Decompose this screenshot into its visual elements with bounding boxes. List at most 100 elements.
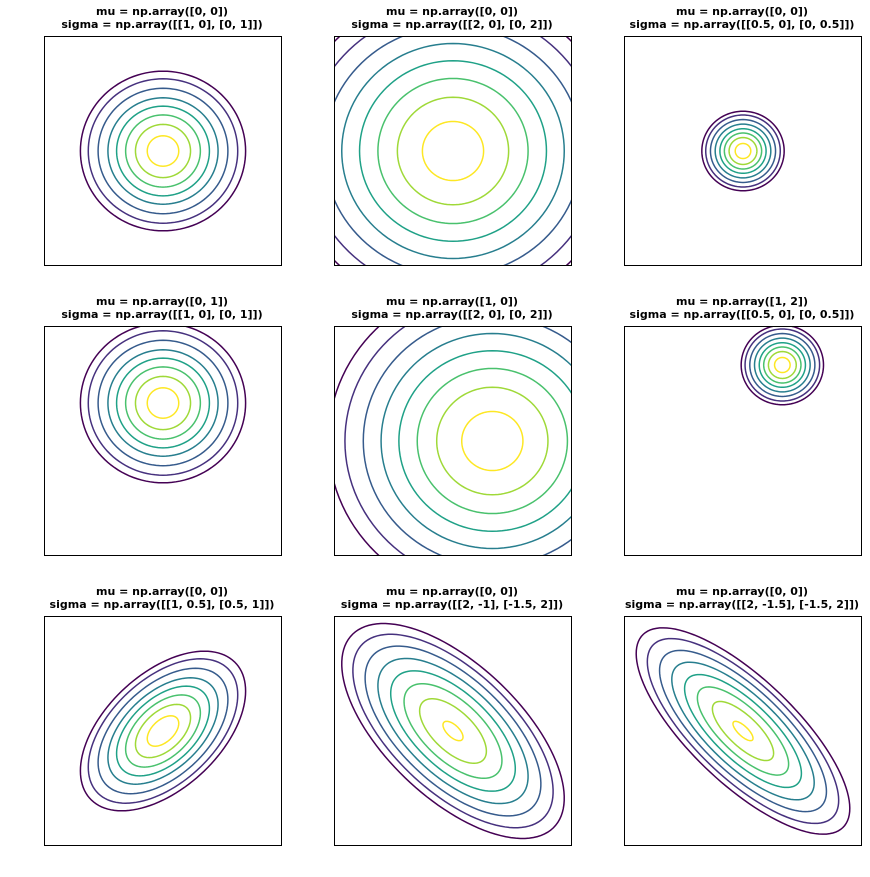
y-tick-mark	[334, 517, 335, 518]
x-tick-mark	[821, 265, 822, 266]
contour-level	[80, 651, 245, 811]
contour-level	[420, 699, 487, 763]
x-tick-mark	[335, 265, 336, 266]
plot-area: -3-2-10123-2-1012	[624, 326, 862, 556]
y-tick-mark	[44, 403, 45, 404]
x-tick-mark	[241, 845, 242, 846]
x-tick-mark	[335, 845, 336, 846]
x-tick-mark	[453, 555, 454, 556]
contour-level	[764, 347, 801, 383]
contour-level	[715, 124, 771, 178]
contour-level	[135, 376, 190, 429]
title-line-mu: mu = np.array([0, 0])	[44, 6, 280, 19]
contour-level	[755, 338, 811, 392]
x-tick-mark	[45, 845, 46, 846]
x-tick-mark	[782, 555, 783, 556]
x-tick-mark	[571, 845, 572, 846]
contour-level	[108, 350, 218, 456]
x-tick-mark	[123, 265, 124, 266]
x-tick-mark	[202, 555, 203, 556]
x-tick-mark	[84, 555, 85, 556]
subplot-0-1: mu = np.array([0, 0])sigma = np.array([[…	[334, 36, 570, 264]
y-tick-mark	[334, 227, 335, 228]
title-line-mu: mu = np.array([0, 0])	[624, 586, 860, 599]
contour-level	[363, 327, 571, 555]
x-tick-mark	[625, 555, 626, 556]
contour-plot	[335, 327, 571, 555]
x-tick-mark	[664, 555, 665, 556]
contour-level	[335, 37, 571, 265]
contour-level	[117, 106, 210, 196]
contour-level	[88, 659, 237, 803]
x-tick-mark	[743, 265, 744, 266]
subplot-title: mu = np.array([0, 1])sigma = np.array([[…	[44, 296, 280, 321]
x-tick-mark	[531, 845, 532, 846]
contour-level	[126, 695, 201, 767]
y-tick-mark	[334, 441, 335, 442]
y-tick-mark	[624, 479, 625, 480]
x-tick-mark	[413, 265, 414, 266]
x-tick-mark	[202, 845, 203, 846]
contour-plot	[625, 327, 861, 555]
y-tick-mark	[624, 441, 625, 442]
x-tick-mark	[453, 845, 454, 846]
title-line-sigma: sigma = np.array([[1, 0], [0, 1]])	[44, 309, 280, 322]
contour-level	[672, 662, 814, 800]
x-tick-mark	[571, 265, 572, 266]
x-tick-mark	[123, 845, 124, 846]
plot-area: -3-2-10123-2-1012	[334, 616, 572, 846]
contour-level	[735, 143, 751, 158]
contour-plot	[45, 37, 281, 265]
x-tick-mark	[163, 265, 164, 266]
y-tick-mark	[44, 769, 45, 770]
x-tick-mark	[163, 555, 164, 556]
contour-level	[98, 88, 228, 213]
y-tick-mark	[624, 227, 625, 228]
contour-level	[342, 44, 565, 259]
contour-level	[404, 684, 502, 779]
x-tick-mark	[492, 265, 493, 266]
subplot-title: mu = np.array([0, 0])sigma = np.array([[…	[334, 6, 570, 31]
contour-level	[422, 121, 483, 180]
contour-plot	[335, 37, 571, 265]
subplot-1-1: mu = np.array([1, 0])sigma = np.array([[…	[334, 326, 570, 554]
contour-plot	[335, 617, 571, 845]
contour-level	[365, 646, 541, 816]
title-line-mu: mu = np.array([1, 2])	[624, 296, 860, 309]
y-tick-mark	[44, 655, 45, 656]
x-tick-mark	[84, 265, 85, 266]
subplot-title: mu = np.array([1, 0])sigma = np.array([[…	[334, 296, 570, 321]
y-tick-mark	[44, 807, 45, 808]
contour-level	[660, 650, 827, 811]
y-tick-mark	[44, 441, 45, 442]
contour-level	[335, 37, 571, 265]
contour-level	[335, 37, 571, 265]
subplot-2-1: mu = np.array([0, 0])sigma = np.array([[…	[334, 616, 570, 844]
x-tick-mark	[123, 555, 124, 556]
x-tick-mark	[782, 265, 783, 266]
y-tick-mark	[334, 693, 335, 694]
contour-level	[135, 124, 190, 177]
y-tick-mark	[624, 189, 625, 190]
y-tick-mark	[624, 365, 625, 366]
subplot-title: mu = np.array([1, 2])sigma = np.array([[…	[624, 296, 860, 321]
title-line-mu: mu = np.array([0, 0])	[44, 586, 280, 599]
contour-level	[397, 97, 508, 204]
subplot-2-0: mu = np.array([0, 0])sigma = np.array([[…	[44, 616, 280, 844]
contour-level	[636, 628, 850, 834]
title-line-mu: mu = np.array([0, 1])	[44, 296, 280, 309]
x-tick-mark	[374, 555, 375, 556]
plot-area: -3-2-10123-2-1012	[624, 616, 862, 846]
y-tick-mark	[334, 769, 335, 770]
subplot-0-2: mu = np.array([0, 0])sigma = np.array([[…	[624, 36, 860, 264]
x-tick-mark	[45, 555, 46, 556]
x-tick-mark	[531, 555, 532, 556]
y-tick-mark	[44, 693, 45, 694]
plot-area: -3-2-10123-2-1012	[624, 36, 862, 266]
y-tick-mark	[624, 517, 625, 518]
title-line-sigma: sigma = np.array([[1, 0], [0, 1]])	[44, 19, 280, 32]
y-tick-mark	[334, 113, 335, 114]
x-tick-mark	[374, 265, 375, 266]
subplot-title: mu = np.array([0, 0])sigma = np.array([[…	[334, 586, 570, 611]
y-tick-mark	[624, 693, 625, 694]
